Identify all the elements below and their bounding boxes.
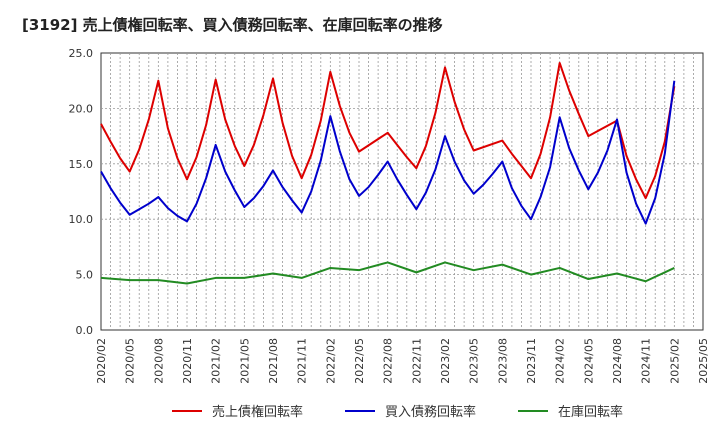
legend-label-2: 買入債務回転率 xyxy=(385,404,476,420)
x-tick-label: 2023/08 xyxy=(496,338,509,384)
y-tick-label: 15.0 xyxy=(69,158,94,171)
x-tick-label: 2021/05 xyxy=(238,338,251,384)
y-tick-label: 10.0 xyxy=(69,213,94,226)
y-tick-label: 25.0 xyxy=(69,47,94,60)
y-tick-label: 20.0 xyxy=(69,102,94,115)
x-tick-label: 2024/08 xyxy=(611,338,624,384)
x-tick-label: 2022/05 xyxy=(353,338,366,384)
x-tick-label: 2024/11 xyxy=(640,338,653,384)
plot-area xyxy=(100,52,704,331)
x-tick-label: 2020/11 xyxy=(181,338,194,384)
y-tick-label: 0.0 xyxy=(76,324,94,337)
x-tick-label: 2020/02 xyxy=(95,338,108,384)
x-tick-label: 2022/08 xyxy=(382,338,395,384)
x-tick-label: 2021/08 xyxy=(267,338,280,384)
series-line-1 xyxy=(100,61,676,200)
legend-label-1: 売上債権回転率 xyxy=(212,404,303,420)
x-tick-label: 2022/02 xyxy=(324,338,337,384)
x-tick-label: 2023/11 xyxy=(525,338,538,384)
x-tick-label: 2021/02 xyxy=(210,338,223,384)
legend-label-3: 在庫回転率 xyxy=(558,404,623,420)
x-tick-label: 2023/02 xyxy=(439,338,452,384)
series-line-2 xyxy=(100,80,676,225)
series-line-3 xyxy=(100,261,675,285)
y-tick-label: 5.0 xyxy=(76,269,94,282)
x-tick-label: 2023/05 xyxy=(468,338,481,384)
x-tick-label: 2024/05 xyxy=(582,338,595,384)
x-tick-label: 2024/02 xyxy=(554,338,567,384)
chart-title: [3192] 売上債権回転率、買入債務回転率、在庫回転率の推移 xyxy=(22,16,443,34)
x-tick-label: 2021/11 xyxy=(296,338,309,384)
x-tick-label: 2020/08 xyxy=(152,338,165,384)
x-tick-label: 2020/05 xyxy=(124,338,137,384)
x-tick-label: 2025/02 xyxy=(668,338,681,384)
x-tick-label: 2022/11 xyxy=(410,338,423,384)
x-tick-label: 2025/05 xyxy=(697,338,710,384)
